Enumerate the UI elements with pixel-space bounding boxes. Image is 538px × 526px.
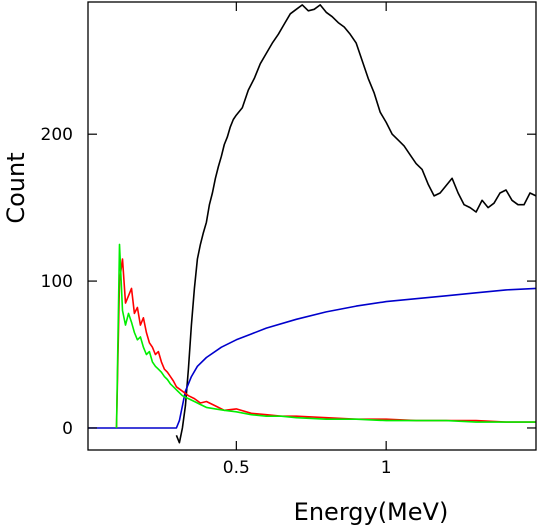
series-line-1	[88, 287, 537, 429]
y-axis-label: Count	[2, 152, 30, 223]
series-line-3	[115, 243, 536, 429]
x-axis-label: Energy(MeV)	[294, 498, 449, 526]
y-tick-label-0: 0	[62, 419, 73, 439]
x-tick-label-0: 0.5	[223, 458, 250, 478]
plot-frame	[87, 1, 537, 451]
y-tick-label-2: 200	[41, 125, 73, 145]
series-lines	[88, 4, 537, 444]
x-tick-label-1: 1	[381, 458, 392, 478]
series-line-2	[115, 258, 536, 429]
series-line-0	[175, 4, 537, 444]
axis-ticks: 0.5 1 0 100 200	[41, 2, 536, 478]
y-tick-label-1: 100	[41, 272, 73, 292]
